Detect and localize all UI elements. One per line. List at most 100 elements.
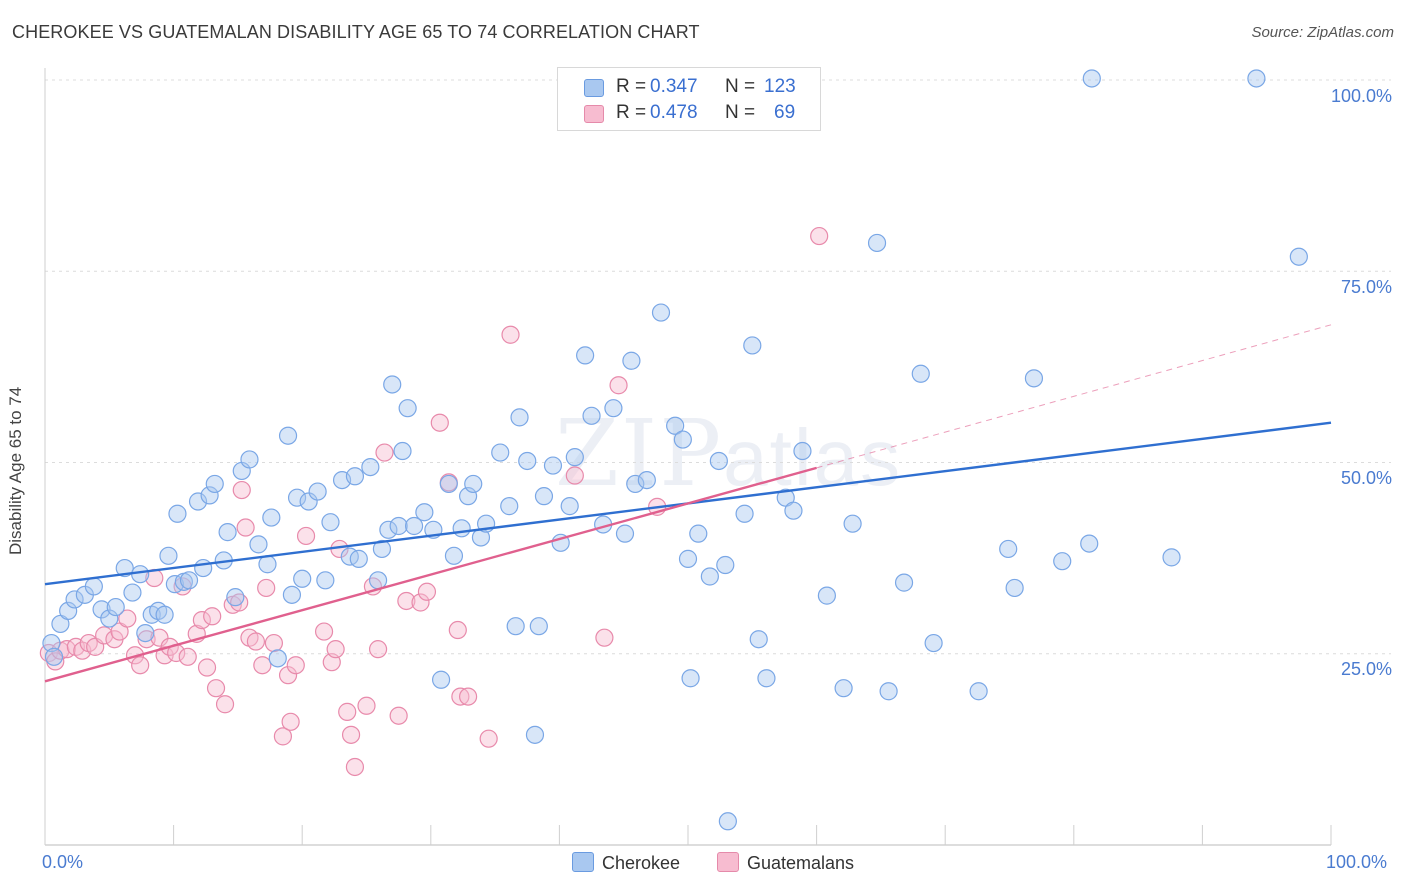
cherokee-point (1162, 548, 1181, 567)
cherokee-point (389, 516, 408, 536)
cherokee-point (678, 549, 698, 568)
cherokee-point (282, 585, 302, 604)
cherokee-point (681, 669, 700, 688)
guatemalan-point (281, 712, 300, 731)
guatemalan-point (417, 582, 437, 601)
source-label: Source: ZipAtlas.com (1251, 24, 1394, 41)
cherokee-point (293, 569, 312, 588)
legend-label: Cherokee (602, 853, 681, 873)
guatemalan-point (397, 591, 416, 611)
cherokee-point (1053, 552, 1072, 571)
cherokee-point (218, 523, 237, 542)
legend-r-label: R = (616, 102, 647, 123)
guatemalan-point (131, 656, 150, 675)
guatemalan-point (203, 607, 222, 626)
guatemalan-point (192, 610, 211, 630)
data-points (39, 69, 1308, 831)
cherokee-point (637, 470, 656, 490)
correlation-legend: R = 0.347 N = 123 R = 0.478 N = 69 (557, 67, 821, 131)
guatemalan-point (368, 640, 388, 659)
guatemalan-point (411, 593, 430, 612)
cherokee-point (879, 682, 898, 701)
cherokee-point (188, 492, 208, 511)
cherokee-point (383, 375, 402, 394)
cherokee-point (92, 600, 111, 619)
cherokee-point (666, 416, 685, 435)
chart-title: CHEROKEE VS GUATEMALAN DISABILITY AGE 65… (12, 22, 700, 42)
cherokee-point (651, 303, 671, 322)
guatemalan-point (314, 622, 334, 641)
legend-label: Guatemalans (747, 853, 855, 873)
cherokee-point (345, 467, 365, 486)
guatemalan-point (595, 628, 614, 647)
guatemalan-point (345, 757, 365, 777)
guatemalan-point (810, 226, 829, 246)
cherokee-point (743, 336, 762, 355)
guatemalan-point (357, 696, 376, 715)
cherokee-point (582, 406, 601, 425)
cherokee-point (65, 590, 84, 609)
guatemalan-point (501, 325, 520, 344)
legend-n-value: 123 (764, 76, 796, 97)
cherokee-point (299, 492, 318, 511)
guatemalan-point (197, 658, 217, 677)
guatemalan-point (341, 725, 361, 744)
legend-n-label: N = (725, 102, 756, 123)
legend-r-label: R = (616, 76, 647, 97)
cherokee-point (361, 457, 380, 477)
guatemalan-point (236, 518, 255, 537)
y-tick-label: 25.0% (1340, 659, 1392, 679)
cherokee-point (749, 630, 768, 649)
y-tick-label: 50.0% (1340, 468, 1392, 488)
cherokee-point (44, 647, 64, 666)
cherokee-point (793, 441, 812, 461)
guatemalan-point (326, 640, 345, 659)
guatemalan-point (296, 526, 316, 546)
cherokee-point (1005, 578, 1024, 598)
cherokee-point (136, 623, 155, 643)
cherokee-point (626, 474, 645, 494)
guatemalan-point (215, 695, 235, 714)
guatemalan-point (253, 656, 272, 675)
y-tick-label: 100.0% (1330, 86, 1392, 106)
guatemalan-point (448, 620, 467, 640)
cherokee-point (518, 451, 537, 471)
cherokee-point (131, 565, 150, 584)
legend-swatch (584, 105, 604, 123)
cherokee-point (1024, 369, 1044, 388)
legend-swatch (584, 79, 604, 97)
axes (44, 68, 1332, 846)
cherokee-point (709, 451, 728, 471)
trend-lines (44, 324, 1332, 683)
legend-swatch (572, 852, 594, 872)
guatemalan-point (338, 702, 357, 721)
cherokee-point (911, 364, 930, 383)
guatemalan-point (479, 729, 498, 748)
cherokee-point (168, 504, 187, 523)
cherokee-point (415, 503, 434, 522)
x-tick-label: 0.0% (42, 852, 84, 872)
cherokee-point (452, 519, 471, 538)
cherokee-point (379, 520, 398, 539)
cherokee-point (123, 583, 142, 602)
cherokee-point (262, 508, 281, 527)
y-tick-label: 75.0% (1340, 277, 1392, 297)
bottom-legend-cherokee: Cherokee (572, 852, 680, 874)
cherokee-point (718, 812, 737, 831)
cherokee-point (393, 441, 412, 461)
guatemalan-point (257, 578, 276, 598)
cherokee-point (604, 399, 623, 418)
cherokee-point (560, 497, 579, 516)
cherokee-point (368, 571, 388, 590)
legend-r-value: 0.347 (650, 76, 698, 97)
cherokee-point (716, 555, 735, 575)
cherokee-point (565, 448, 584, 467)
cherokee-point (999, 539, 1018, 559)
cherokee-point (155, 605, 174, 624)
cherokee-point (240, 450, 259, 469)
guatemalan-point (95, 626, 114, 645)
cherokee-point (817, 586, 836, 605)
cherokee-point (159, 546, 178, 565)
cherokee-point (268, 649, 287, 668)
